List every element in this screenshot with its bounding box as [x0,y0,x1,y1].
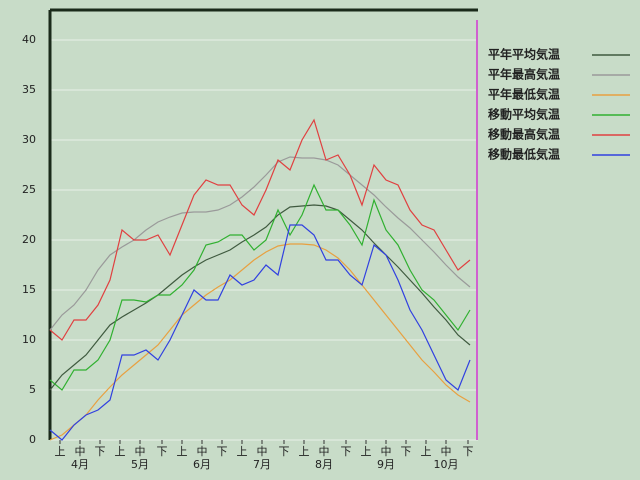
x-tick-label: 中 [135,445,146,458]
month-label: 10月 [434,458,459,471]
x-tick-label: 上 [55,445,66,458]
x-tick-label: 下 [341,445,352,458]
y-tick-label: 5 [29,383,36,396]
x-tick-label: 中 [257,445,268,458]
legend-label: 移動最高気温 [488,127,560,142]
x-tick-label: 上 [115,445,126,458]
x-tick-label: 中 [381,445,392,458]
x-tick-label: 上 [177,445,188,458]
month-label: 7月 [253,458,271,471]
series-line [49,224,471,441]
month-label: 5月 [131,458,149,471]
series-line [49,243,471,441]
x-tick-label: 下 [157,445,168,458]
x-tick-label: 上 [237,445,248,458]
x-tick-label: 上 [299,445,310,458]
y-tick-label: 0 [29,433,36,446]
y-tick-label: 30 [22,133,36,146]
series-line [49,156,471,331]
y-tick-label: 40 [22,33,36,46]
legend-label: 平年平均気温 [488,47,560,62]
legend-label: 移動平均気温 [488,107,560,122]
x-tick-label: 中 [75,445,86,458]
x-tick-label: 上 [361,445,372,458]
x-tick-label: 下 [217,445,228,458]
series-line [49,118,471,341]
y-tick-label: 15 [22,283,36,296]
y-tick-label: 35 [22,83,36,96]
x-tick-label: 下 [279,445,290,458]
y-tick-label: 10 [22,333,36,346]
month-label: 8月 [315,458,333,471]
y-tick-label: 25 [22,183,36,196]
y-tick-label: 20 [22,233,36,246]
x-tick-label: 下 [95,445,106,458]
legend-label: 移動最低気温 [488,147,560,162]
series-line [49,183,471,391]
x-tick-label: 下 [401,445,412,458]
legend-label: 平年最低気温 [488,87,560,102]
x-tick-label: 中 [197,445,208,458]
x-tick-label: 中 [319,445,330,458]
x-tick-label: 下 [463,445,474,458]
x-tick-label: 中 [441,445,452,458]
month-label: 9月 [377,458,395,471]
month-label: 6月 [193,458,211,471]
series-line [49,204,471,391]
legend-label: 平年最高気温 [488,67,560,82]
x-tick-label: 上 [421,445,432,458]
month-label: 4月 [71,458,89,471]
